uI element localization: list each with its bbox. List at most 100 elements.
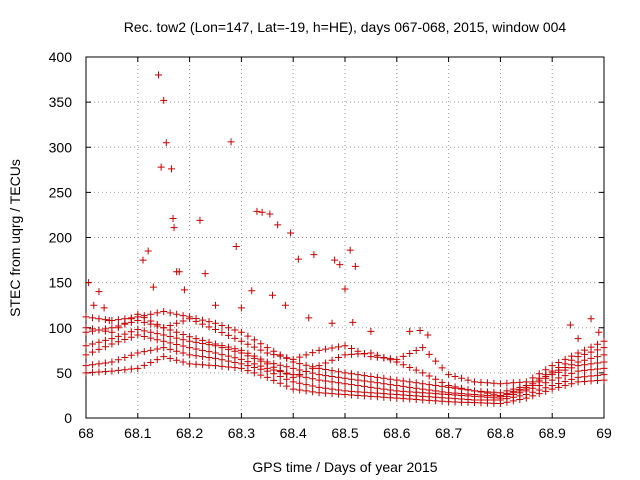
data-point-track-7 bbox=[386, 355, 394, 363]
data-point-track-7 bbox=[464, 376, 472, 384]
data-point-track-7 bbox=[88, 325, 96, 333]
data-point-track-7 bbox=[205, 323, 213, 331]
data-point-track-6 bbox=[153, 330, 161, 338]
data-point-track-2 bbox=[173, 347, 181, 355]
data-point-track-7 bbox=[283, 354, 291, 362]
data-point-outlier bbox=[85, 279, 93, 287]
data-point-track-6 bbox=[335, 354, 343, 362]
data-point-track-5 bbox=[244, 332, 252, 340]
data-point-track-4 bbox=[322, 372, 330, 380]
x-tick-label: 68.5 bbox=[331, 425, 358, 441]
data-point-track-6 bbox=[82, 342, 90, 350]
data-point-track-7 bbox=[561, 355, 569, 363]
data-point-track-5 bbox=[386, 375, 394, 383]
data-point-track-7 bbox=[483, 379, 491, 387]
data-point-track-1 bbox=[121, 366, 129, 374]
data-point-track-7 bbox=[153, 320, 161, 328]
data-point-track-1 bbox=[218, 362, 226, 370]
data-point-track-7 bbox=[347, 345, 355, 353]
data-point-track-6 bbox=[134, 326, 142, 334]
data-point-track-6 bbox=[224, 345, 232, 353]
x-tick-label: 69 bbox=[596, 425, 612, 441]
data-point-track-7 bbox=[535, 370, 543, 378]
data-point-track-5 bbox=[432, 382, 440, 390]
y-tick-label: 300 bbox=[49, 139, 73, 155]
data-point-track-1 bbox=[199, 361, 207, 369]
data-point-track-7 bbox=[218, 328, 226, 336]
data-point-track-7 bbox=[419, 344, 427, 352]
data-point-track-7 bbox=[237, 337, 245, 345]
data-point-track-2 bbox=[153, 345, 161, 353]
data-point-track-3 bbox=[179, 342, 187, 350]
data-point-outlier bbox=[305, 314, 313, 322]
data-point-track-3 bbox=[218, 351, 226, 359]
data-point-track-5 bbox=[322, 365, 330, 373]
data-point-track-7 bbox=[114, 324, 122, 332]
data-point-track-3 bbox=[101, 343, 109, 351]
data-point-track-7 bbox=[101, 327, 109, 335]
data-point-track-6 bbox=[483, 389, 491, 397]
data-point-track-6 bbox=[341, 351, 349, 359]
data-point-outlier bbox=[574, 335, 582, 343]
data-point-track-7 bbox=[322, 345, 330, 353]
data-point-track-6 bbox=[179, 336, 187, 344]
data-point-outlier bbox=[587, 315, 595, 323]
data-point-track-6 bbox=[574, 358, 582, 366]
data-point-outlier bbox=[416, 326, 424, 334]
data-point-track-7 bbox=[360, 350, 368, 358]
data-point-outlier bbox=[105, 317, 113, 325]
data-point-track-4 bbox=[315, 371, 323, 379]
data-point-track-5 bbox=[393, 376, 401, 384]
data-point-track-1 bbox=[127, 365, 135, 373]
data-point-track-6 bbox=[140, 327, 148, 335]
data-point-outlier bbox=[274, 221, 282, 229]
data-point-track-7 bbox=[509, 379, 517, 387]
data-point-track-2 bbox=[108, 358, 116, 366]
data-point-track-6 bbox=[147, 328, 155, 336]
data-point-track-2 bbox=[360, 388, 368, 396]
data-point-track-7 bbox=[522, 378, 530, 386]
data-point-track-6 bbox=[412, 366, 420, 374]
data-point-track-5 bbox=[302, 361, 310, 369]
data-point-track-6 bbox=[322, 359, 330, 367]
data-point-track-7 bbox=[121, 319, 129, 327]
data-point-track-5 bbox=[412, 379, 420, 387]
y-tick-label: 150 bbox=[49, 275, 73, 291]
data-point-track-1 bbox=[95, 368, 103, 376]
data-point-track-7 bbox=[341, 342, 349, 350]
data-point-track-7 bbox=[503, 379, 511, 387]
data-point-track-5 bbox=[114, 316, 122, 324]
data-point-track-7 bbox=[335, 343, 343, 351]
data-point-track-5 bbox=[212, 319, 219, 327]
data-point-track-6 bbox=[192, 338, 200, 346]
data-point-track-6 bbox=[95, 338, 103, 346]
data-point-track-1 bbox=[224, 363, 232, 371]
data-point-track-7 bbox=[127, 315, 135, 323]
data-point-track-3 bbox=[192, 345, 200, 353]
data-point-track-6 bbox=[432, 375, 440, 383]
data-point-track-5 bbox=[153, 309, 161, 317]
data-point-track-6 bbox=[127, 328, 135, 336]
data-point-track-2 bbox=[95, 360, 103, 368]
data-point-track-2 bbox=[296, 379, 304, 387]
y-tick-label: 200 bbox=[49, 230, 73, 246]
data-point-outlier bbox=[566, 321, 574, 329]
data-point-track-2 bbox=[121, 354, 129, 362]
data-point-track-5 bbox=[296, 360, 304, 368]
data-point-track-5 bbox=[360, 372, 368, 380]
data-point-track-5 bbox=[237, 328, 245, 336]
data-point-track-6 bbox=[250, 354, 258, 362]
data-point-track-2 bbox=[179, 349, 187, 357]
data-point-track-6 bbox=[555, 366, 563, 374]
data-point-outlier bbox=[144, 247, 152, 255]
plot-border bbox=[85, 56, 605, 419]
data-point-track-5 bbox=[166, 309, 174, 317]
data-point-track-7 bbox=[302, 351, 310, 359]
data-point-track-5 bbox=[419, 380, 427, 388]
data-point-track-5 bbox=[380, 374, 388, 382]
data-point-track-1 bbox=[88, 368, 96, 376]
data-point-track-7 bbox=[166, 321, 174, 329]
y-tick-label: 50 bbox=[56, 365, 72, 381]
data-point-track-7 bbox=[147, 317, 155, 325]
data-point-track-6 bbox=[458, 384, 466, 392]
